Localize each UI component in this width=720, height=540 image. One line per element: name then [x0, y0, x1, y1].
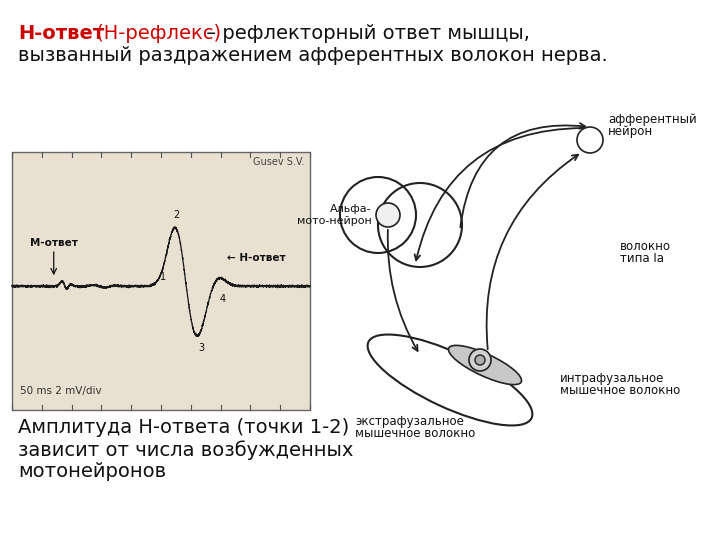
- Circle shape: [577, 127, 603, 153]
- Circle shape: [376, 203, 400, 227]
- Bar: [12, 152, 310, 410]
- Text: экстрафузальное: экстрафузальное: [355, 415, 464, 428]
- Text: афферентный: афферентный: [608, 113, 697, 126]
- Text: зависит от числа возбужденных: зависит от числа возбужденных: [18, 440, 354, 460]
- Text: вызванный раздражением афферентных волокон нерва.: вызванный раздражением афферентных волок…: [18, 46, 608, 65]
- Text: (Н-рефлекс): (Н-рефлекс): [90, 24, 221, 43]
- Text: Gusev S.V.: Gusev S.V.: [253, 157, 304, 167]
- Text: мотонейронов: мотонейронов: [18, 462, 166, 481]
- Text: Альфа-: Альфа-: [330, 204, 372, 214]
- Text: типа Ia: типа Ia: [620, 252, 664, 265]
- Circle shape: [475, 355, 485, 365]
- Ellipse shape: [449, 346, 521, 384]
- Text: нейрон: нейрон: [608, 125, 653, 138]
- Text: 2: 2: [173, 210, 179, 220]
- Text: мото-нейрон: мото-нейрон: [297, 216, 372, 226]
- Text: 4: 4: [220, 294, 226, 304]
- Text: М-ответ: М-ответ: [30, 238, 78, 248]
- Text: 1: 1: [160, 272, 166, 282]
- Text: Н-ответ: Н-ответ: [18, 24, 104, 43]
- Text: интрафузальное: интрафузальное: [560, 372, 665, 385]
- Text: 50 ms 2 mV/div: 50 ms 2 mV/div: [20, 386, 102, 396]
- Text: 3: 3: [198, 343, 204, 353]
- Text: волокно: волокно: [620, 240, 671, 253]
- Text: мышечное волокно: мышечное волокно: [355, 427, 475, 440]
- Text: Амплитуда Н-ответа (точки 1-2): Амплитуда Н-ответа (точки 1-2): [18, 418, 349, 437]
- Text: мышечное волокно: мышечное волокно: [560, 384, 680, 397]
- Text: – рефлекторный ответ мышцы,: – рефлекторный ответ мышцы,: [200, 24, 530, 43]
- Circle shape: [469, 349, 491, 371]
- Text: ← Н-ответ: ← Н-ответ: [227, 253, 285, 263]
